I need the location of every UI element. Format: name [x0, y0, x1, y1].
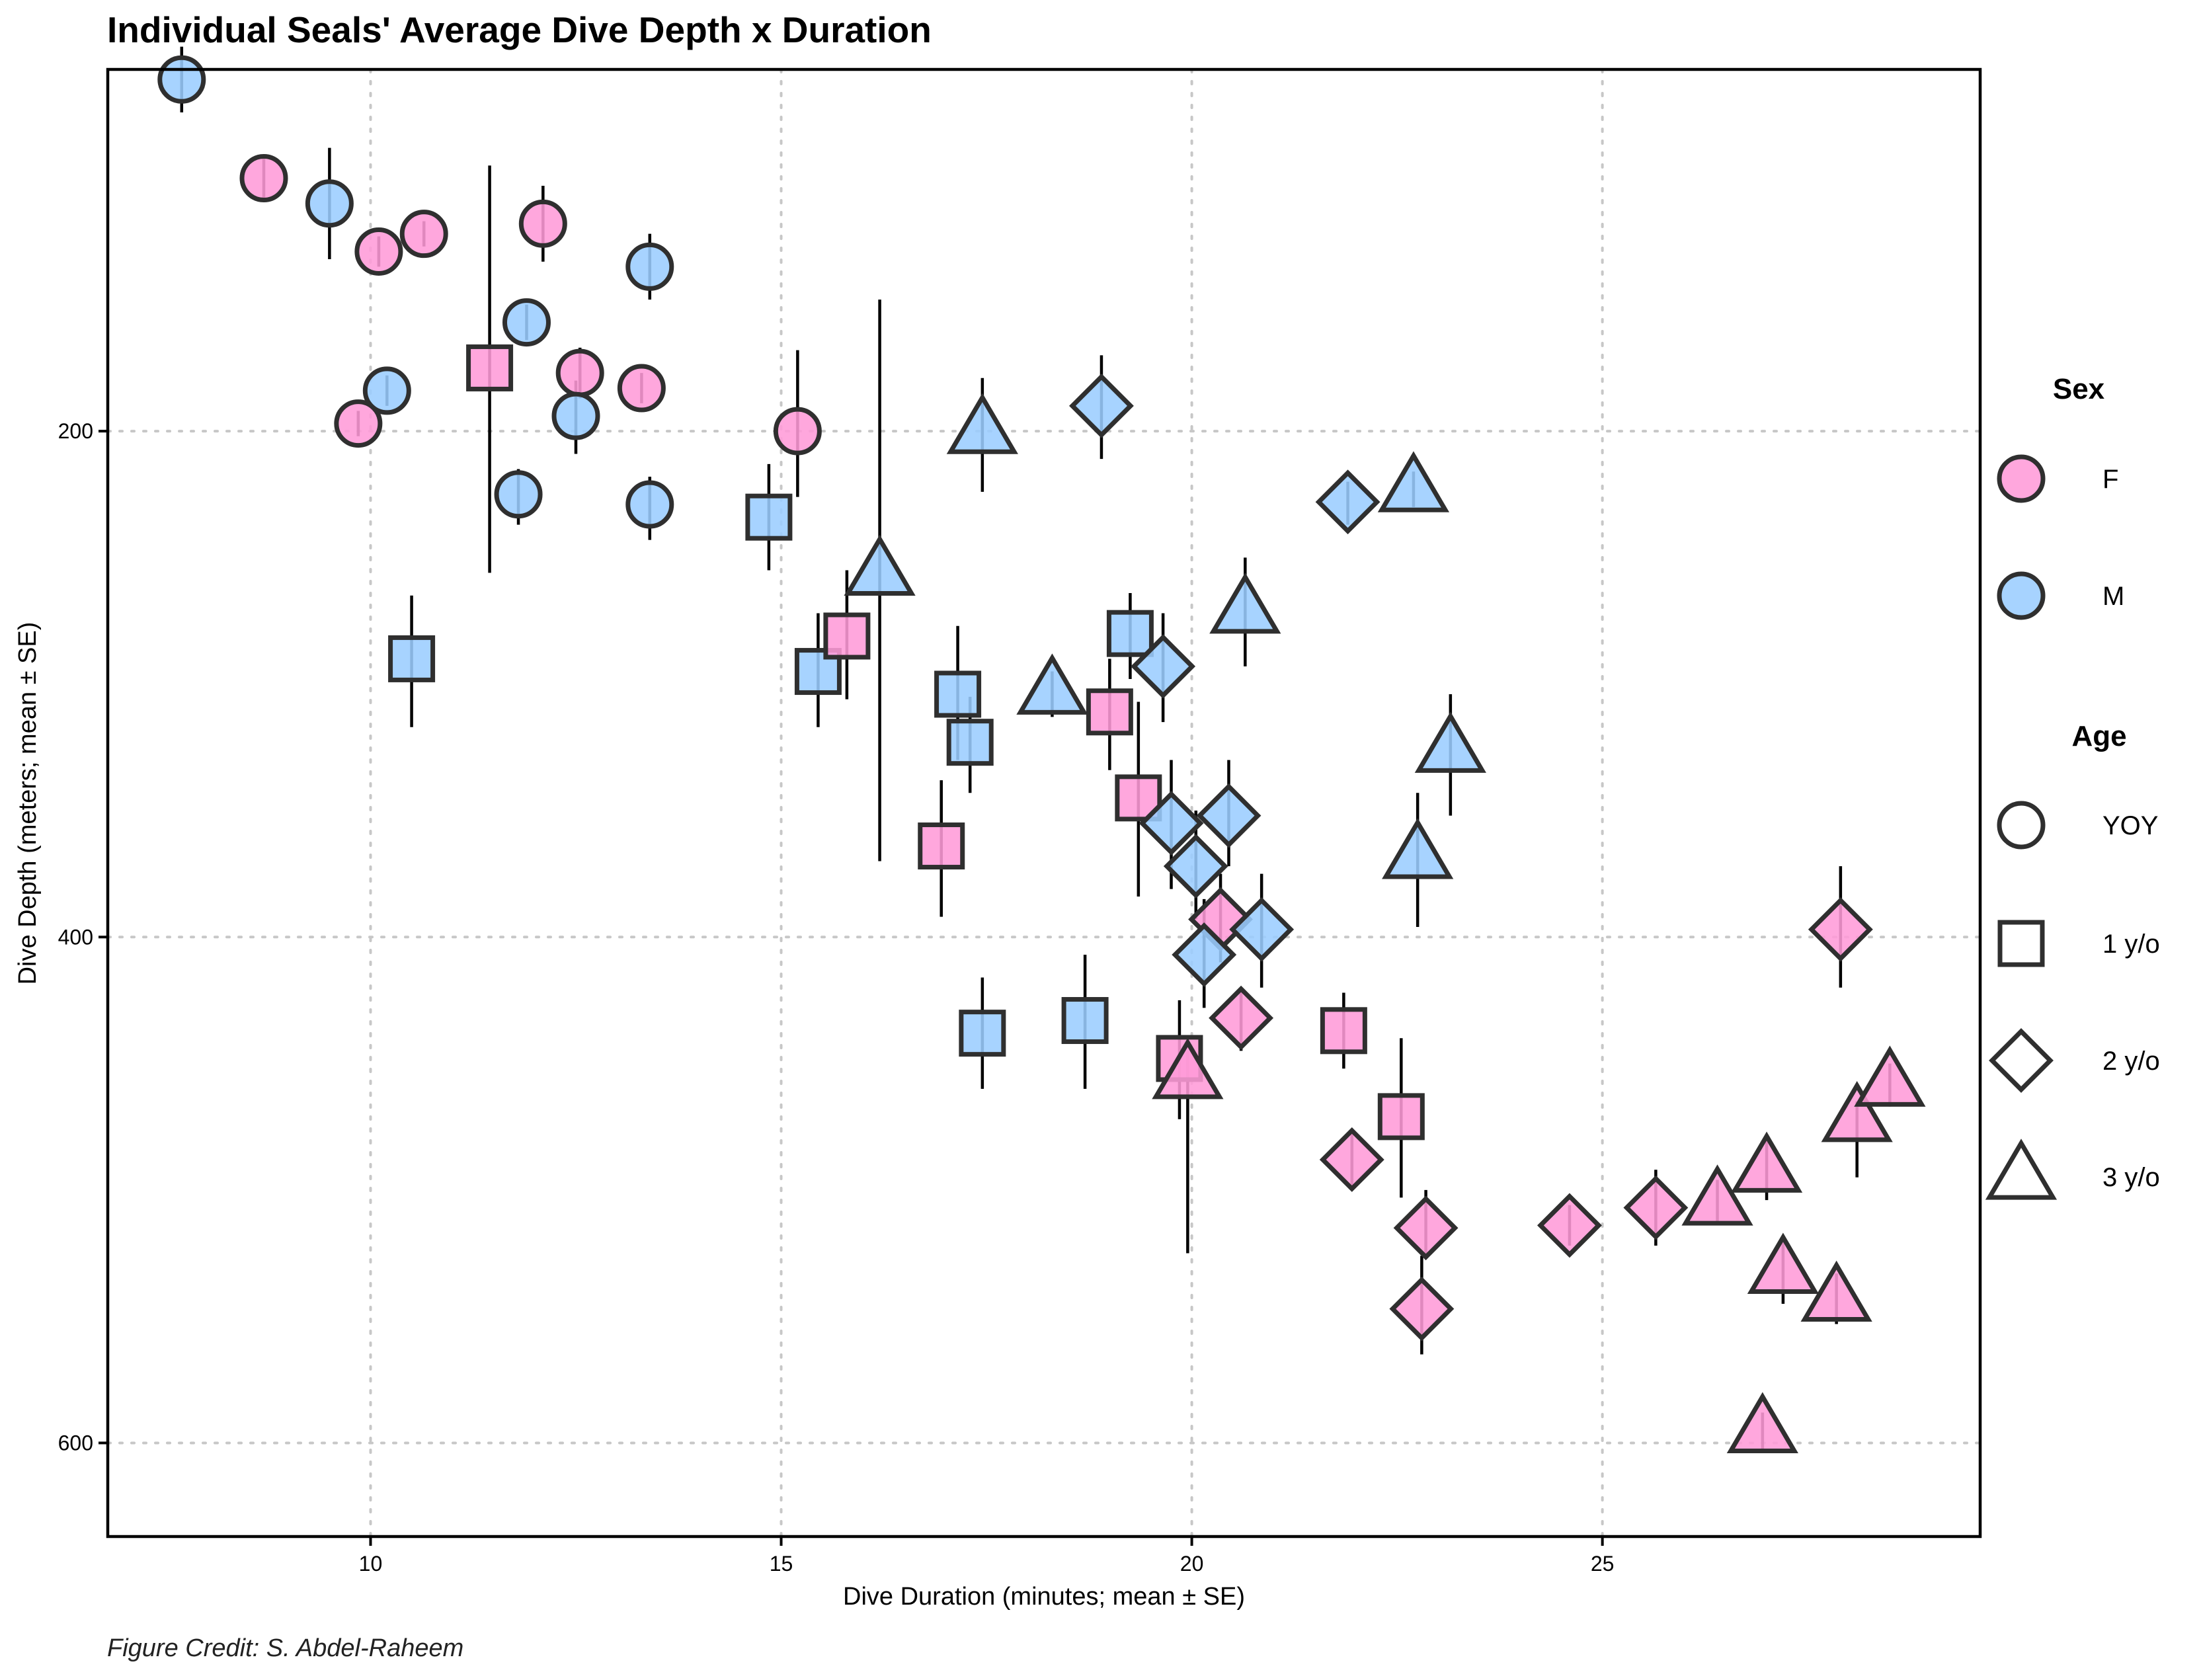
- data-point: [239, 154, 288, 203]
- data-point: [1377, 1093, 1425, 1140]
- y-tick-label: 600: [58, 1431, 93, 1455]
- legend-key-sex-m: [1997, 571, 2046, 620]
- data-point: [1061, 997, 1109, 1045]
- data-points: [157, 55, 1926, 1453]
- data-point: [555, 348, 604, 397]
- data-point: [1172, 922, 1237, 988]
- data-point: [625, 242, 674, 291]
- data-point: [1389, 1276, 1455, 1341]
- legend-key-age-square-icon: [1997, 920, 2045, 967]
- data-point: [1537, 1193, 1602, 1258]
- data-point: [1808, 897, 1873, 962]
- legend-label-sex: F: [2102, 465, 2118, 494]
- y-tick-label: 400: [58, 925, 93, 949]
- data-point: [334, 399, 383, 448]
- legend-label-sex: M: [2102, 582, 2124, 611]
- legend-label-age: 1 y/o: [2102, 930, 2160, 959]
- data-point: [1068, 373, 1134, 438]
- data-point: [1320, 1007, 1367, 1055]
- y-axis-title: Dive Depth (meters; mean ± SE): [14, 622, 42, 985]
- data-point: [1016, 653, 1088, 715]
- data-point: [1393, 1195, 1459, 1261]
- data-point: [844, 534, 916, 596]
- data-point: [1106, 610, 1154, 657]
- data-point: [494, 470, 543, 519]
- data-point: [388, 635, 436, 682]
- data-point: [157, 55, 206, 104]
- data-point: [1152, 1037, 1224, 1100]
- data-point: [1209, 572, 1281, 634]
- legend-key-age-circle-icon: [1997, 801, 2046, 850]
- x-tick-label: 15: [770, 1552, 793, 1576]
- data-point: [1821, 1080, 1893, 1142]
- legend-key-age-triangle-icon: [1985, 1139, 2058, 1200]
- data-point: [551, 391, 600, 440]
- data-point: [1319, 1127, 1384, 1192]
- data-point: [1747, 1232, 1819, 1294]
- x-axis-ticks: 10 15 20 25: [359, 1537, 1615, 1576]
- data-point: [1681, 1164, 1753, 1226]
- data-point: [1131, 633, 1196, 699]
- data-point: [1209, 985, 1274, 1051]
- data-point: [399, 210, 448, 259]
- legend-sex-title: Sex: [2053, 373, 2105, 405]
- data-point: [959, 1010, 1006, 1057]
- data-point: [1315, 469, 1381, 535]
- data-point: [1414, 711, 1486, 773]
- data-point: [745, 493, 793, 541]
- legend-age-title: Age: [2071, 720, 2126, 752]
- chart-title: Individual Seals' Average Dive Depth x D…: [107, 9, 932, 50]
- grid-lines: [106, 68, 1981, 1538]
- legend-label-age: 3 y/o: [2102, 1163, 2160, 1192]
- legend-key-age-diamond-icon: [1989, 1028, 2054, 1093]
- data-point: [1086, 688, 1133, 736]
- data-point: [1730, 1131, 1803, 1193]
- plot-frame: [106, 67, 1982, 1539]
- data-point: [617, 364, 666, 413]
- data-point: [1196, 783, 1261, 848]
- data-point: [466, 344, 514, 391]
- data-point: [1726, 1392, 1798, 1453]
- error-bars: [180, 46, 1892, 1453]
- y-axis-ticks: 200 400 600: [58, 419, 108, 1455]
- data-point: [305, 179, 354, 228]
- data-point: [946, 393, 1018, 454]
- data-point: [1377, 451, 1450, 512]
- legend: Sex Age F M YOY 1 y/o 2 y/o 3 y/o: [1985, 373, 2160, 1200]
- x-tick-label: 25: [1591, 1552, 1615, 1576]
- data-point: [1382, 818, 1454, 879]
- data-point: [518, 199, 567, 248]
- data-point: [502, 298, 551, 347]
- figure-caption: Figure Credit: S. Abdel-Raheem: [107, 1634, 463, 1662]
- legend-label-age: 2 y/o: [2102, 1047, 2160, 1076]
- data-point: [1854, 1045, 1926, 1107]
- y-tick-label: 200: [58, 419, 93, 443]
- data-point: [823, 612, 871, 660]
- data-point: [1623, 1175, 1689, 1240]
- x-axis-title: Dive Duration (minutes; mean ± SE): [843, 1583, 1245, 1611]
- data-point: [1800, 1260, 1872, 1322]
- x-tick-label: 20: [1180, 1552, 1204, 1576]
- data-point: [354, 227, 403, 276]
- data-point: [918, 822, 965, 870]
- legend-label-age: YOY: [2102, 811, 2158, 840]
- data-point: [1229, 897, 1295, 962]
- data-point: [625, 480, 674, 529]
- data-point: [362, 366, 411, 415]
- data-point: [934, 670, 982, 718]
- data-point: [946, 719, 994, 766]
- data-point: [773, 407, 822, 456]
- data-point: [1139, 791, 1204, 856]
- legend-key-sex-f: [1997, 454, 2046, 503]
- data-point: [1163, 834, 1228, 899]
- x-tick-label: 10: [359, 1552, 383, 1576]
